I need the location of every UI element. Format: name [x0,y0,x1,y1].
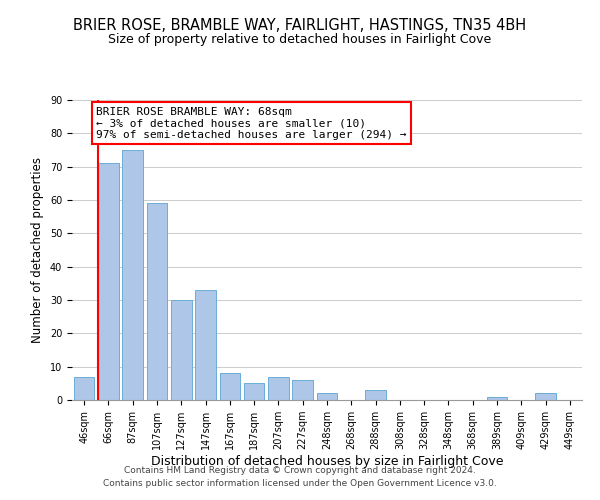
Bar [244,384,265,400]
Bar [292,380,313,400]
Bar [171,300,191,400]
Bar [535,394,556,400]
Bar [146,204,167,400]
X-axis label: Distribution of detached houses by size in Fairlight Cove: Distribution of detached houses by size … [151,455,503,468]
Bar [195,290,216,400]
Bar [220,374,240,400]
Text: Contains HM Land Registry data © Crown copyright and database right 2024.
Contai: Contains HM Land Registry data © Crown c… [103,466,497,487]
Bar [365,390,386,400]
Text: Size of property relative to detached houses in Fairlight Cove: Size of property relative to detached ho… [109,32,491,46]
Bar [317,394,337,400]
Text: BRIER ROSE BRAMBLE WAY: 68sqm
← 3% of detached houses are smaller (10)
97% of se: BRIER ROSE BRAMBLE WAY: 68sqm ← 3% of de… [96,106,407,140]
Text: BRIER ROSE, BRAMBLE WAY, FAIRLIGHT, HASTINGS, TN35 4BH: BRIER ROSE, BRAMBLE WAY, FAIRLIGHT, HAST… [73,18,527,32]
Bar [98,164,119,400]
Bar [122,150,143,400]
Bar [74,376,94,400]
Y-axis label: Number of detached properties: Number of detached properties [31,157,44,343]
Bar [487,396,508,400]
Bar [268,376,289,400]
